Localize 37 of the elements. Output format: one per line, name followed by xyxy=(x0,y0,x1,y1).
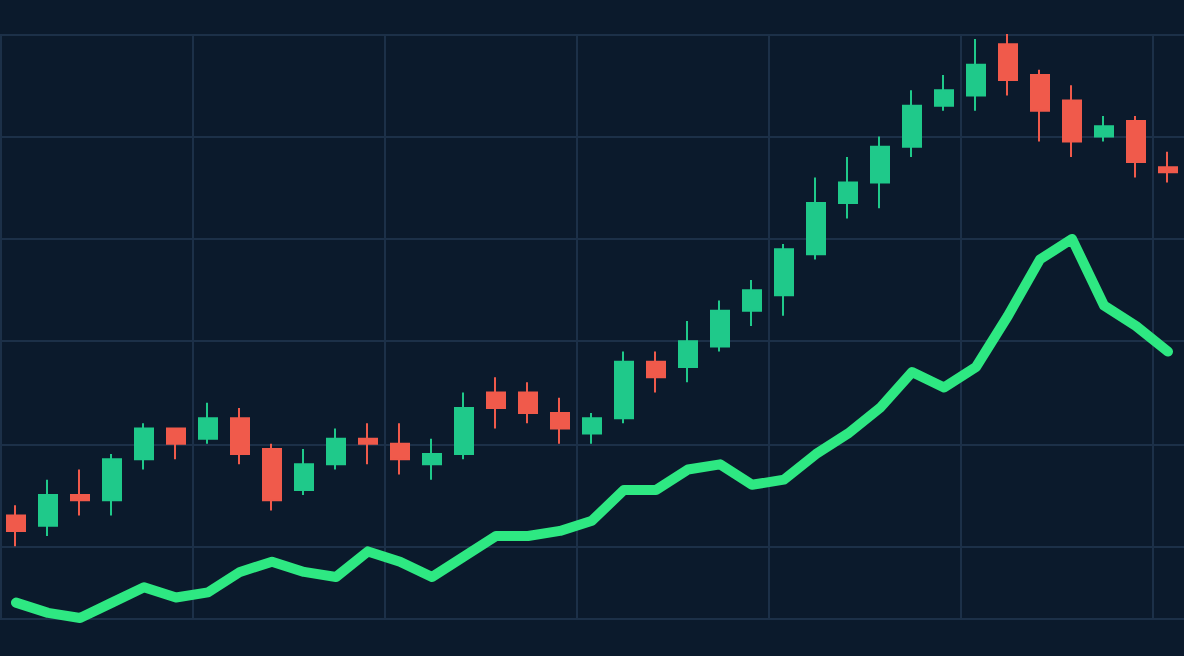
candlestick xyxy=(838,155,858,220)
candlestick xyxy=(998,33,1018,97)
candlestick xyxy=(550,396,570,445)
candlestick xyxy=(262,442,282,512)
candlestick xyxy=(198,401,218,445)
candlestick xyxy=(870,135,890,210)
candlestick xyxy=(486,376,506,430)
candlestick xyxy=(1062,84,1082,158)
candlestick xyxy=(934,73,954,112)
candlestick xyxy=(646,350,666,394)
candlestick xyxy=(1030,68,1050,143)
candlestick xyxy=(806,176,826,261)
candlestick xyxy=(614,350,634,425)
candlestick xyxy=(774,243,794,317)
candlestick xyxy=(422,437,442,481)
candlestick xyxy=(6,504,26,548)
candlestick xyxy=(454,391,474,461)
candlestick xyxy=(326,427,346,471)
candlestick xyxy=(582,412,602,445)
candlestick xyxy=(1094,114,1114,143)
candlestick xyxy=(1126,114,1146,179)
candlestick xyxy=(38,478,58,538)
candlestick xyxy=(358,422,378,466)
candlestick xyxy=(742,278,762,327)
candlestick xyxy=(902,89,922,158)
candlestick xyxy=(166,427,186,461)
candlestick xyxy=(1158,150,1178,184)
candlestick xyxy=(710,299,730,353)
candlestick xyxy=(70,468,90,517)
candlestick xyxy=(678,319,698,384)
candlestick xyxy=(390,422,410,476)
candlestick xyxy=(518,381,538,425)
candlestick xyxy=(966,38,986,112)
candlestick xyxy=(294,447,314,497)
candlestick xyxy=(134,422,154,471)
candlestick xyxy=(102,453,122,517)
candlestick xyxy=(230,406,250,466)
